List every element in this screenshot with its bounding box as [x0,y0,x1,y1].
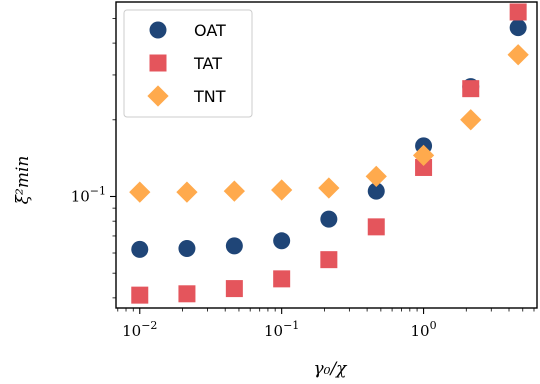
legend: OAT TAT TNT [123,9,253,118]
axis-ticks: 10−2 10−1 100 10−1 [71,18,535,340]
tnt-point [318,177,340,199]
legend-marker-tat [149,54,167,72]
oat-point [225,237,243,255]
tat-point [225,280,243,298]
tnt-point [129,181,151,203]
tnt-point [365,165,387,187]
tnt-point [412,144,435,167]
tnt-point [507,44,529,66]
x-tick-label: 10−1 [264,319,299,340]
tat-point [320,251,338,269]
tnt-point [176,181,198,203]
tat-point [462,80,480,98]
legend-label-tnt: TNT [193,87,226,106]
oat-point [273,232,291,250]
legend-marker-tnt [147,85,169,107]
oat-point [509,19,527,37]
legend-label-tat: TAT [193,54,222,73]
oat-point [131,240,149,258]
x-tick-label: 10−2 [122,319,157,340]
legend-marker-oat [149,21,167,39]
y-axis-label: ξ²min [13,156,33,205]
series-tat [131,3,527,304]
legend-box [123,9,253,118]
x-tick-label: 100 [411,319,437,340]
tat-point [415,158,433,176]
legend-label-oat: OAT [194,21,226,40]
plot-area [115,1,538,309]
plot-frame [115,1,538,309]
data-points [129,3,529,304]
x-axis-label: γ₀/χ [313,359,348,379]
tat-point [273,270,291,288]
y-tick-label: 10−1 [71,184,106,205]
oat-point [178,239,196,257]
oat-point [320,210,338,228]
tnt-point [223,180,245,202]
tnt-point [271,179,293,201]
tat-point [131,286,149,304]
tnt-point [460,109,482,131]
tat-point [178,285,196,303]
series-tnt [129,44,529,203]
oat-point [367,182,385,200]
tat-point [509,3,527,21]
tat-point [367,218,385,236]
